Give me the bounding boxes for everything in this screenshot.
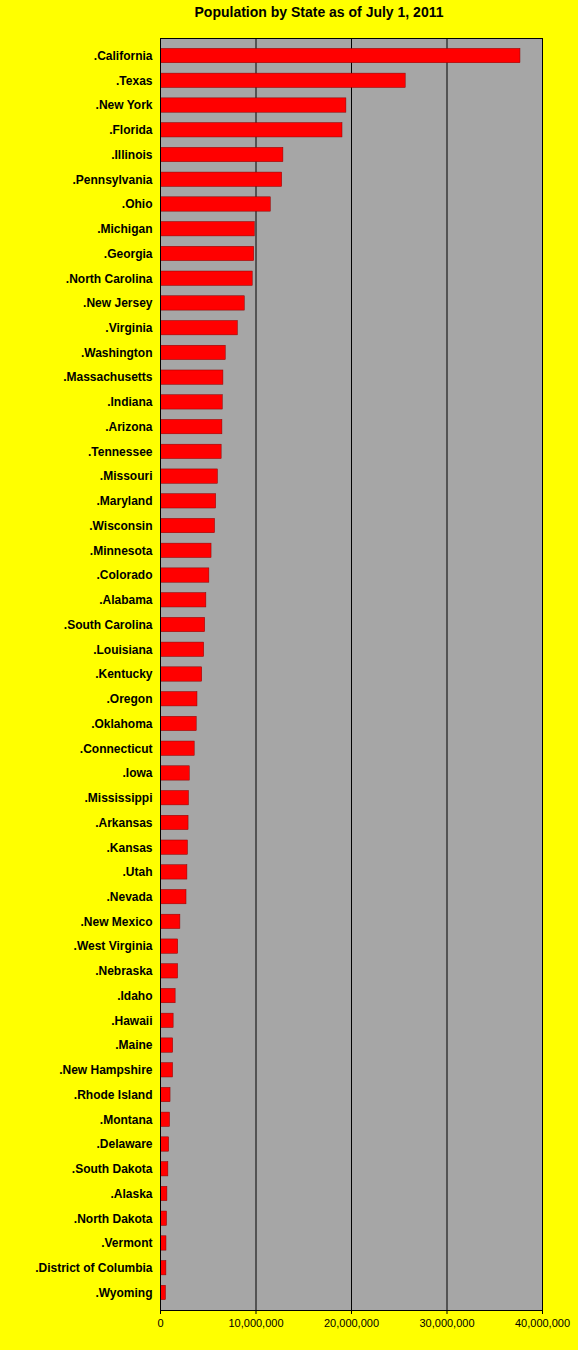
svg-text:.Massachusetts: .Massachusetts — [63, 370, 153, 384]
svg-text:.Missouri: .Missouri — [100, 469, 153, 483]
svg-text:.New Mexico: .New Mexico — [80, 915, 152, 929]
svg-text:.Louisiana: .Louisiana — [93, 643, 153, 657]
svg-text:.Texas: .Texas — [116, 74, 153, 88]
svg-text:.Vermont: .Vermont — [101, 1236, 152, 1250]
svg-text:.Florida: .Florida — [109, 123, 153, 137]
svg-text:.Rhode Island: .Rhode Island — [74, 1088, 153, 1102]
svg-text:.Delaware: .Delaware — [96, 1137, 152, 1151]
svg-text:.Illinois: .Illinois — [111, 148, 153, 162]
svg-text:.Kansas: .Kansas — [106, 841, 152, 855]
svg-text:.Pennsylvania: .Pennsylvania — [72, 173, 152, 187]
svg-text:.New York: .New York — [96, 98, 153, 112]
svg-text:.Maryland: .Maryland — [96, 494, 152, 508]
svg-text:.Nevada: .Nevada — [106, 890, 152, 904]
svg-text:30,000,000: 30,000,000 — [419, 1317, 474, 1329]
svg-text:.California: .California — [94, 49, 153, 63]
svg-text:.Arkansas: .Arkansas — [95, 816, 153, 830]
svg-text:.Montana: .Montana — [100, 1113, 153, 1127]
svg-text:.Colorado: .Colorado — [97, 568, 153, 582]
svg-text:.Alaska: .Alaska — [110, 1187, 152, 1201]
svg-text:.Oklahoma: .Oklahoma — [91, 717, 153, 731]
svg-text:.Virginia: .Virginia — [105, 321, 152, 335]
svg-text:.Ohio: .Ohio — [122, 197, 153, 211]
svg-text:.Arizona: .Arizona — [105, 420, 153, 434]
svg-text:.Tennessee: .Tennessee — [88, 445, 153, 459]
svg-text:.South Dakota: .South Dakota — [72, 1162, 153, 1176]
svg-text:.Kentucky: .Kentucky — [95, 667, 153, 681]
svg-text:.Mississippi: .Mississippi — [84, 791, 152, 805]
svg-text:.Oregon: .Oregon — [106, 692, 152, 706]
svg-text:.Connecticut: .Connecticut — [80, 742, 153, 756]
svg-text:10,000,000: 10,000,000 — [228, 1317, 283, 1329]
svg-text:.West Virginia: .West Virginia — [74, 939, 153, 953]
svg-text:.Michigan: .Michigan — [97, 222, 152, 236]
svg-text:.Wisconsin: .Wisconsin — [89, 519, 152, 533]
svg-text:.Indiana: .Indiana — [107, 395, 153, 409]
svg-text:.Idaho: .Idaho — [117, 989, 152, 1003]
svg-text:.Iowa: .Iowa — [122, 766, 152, 780]
svg-text:.Washington: .Washington — [81, 346, 153, 360]
svg-text:.District of Columbia: .District of Columbia — [35, 1261, 153, 1275]
svg-text:.Georgia: .Georgia — [104, 247, 153, 261]
html-text:Population by State as of July: Population by State as of July 1, 2011 — [194, 4, 444, 20]
svg-text:0: 0 — [157, 1317, 163, 1329]
svg-text:20,000,000: 20,000,000 — [324, 1317, 379, 1329]
svg-text:.Minnesota: .Minnesota — [90, 544, 153, 558]
svg-text:.Alabama: .Alabama — [99, 593, 153, 607]
svg-text:.North Carolina: .North Carolina — [66, 272, 153, 286]
svg-text:.Utah: .Utah — [123, 865, 153, 879]
svg-text:.Wyoming: .Wyoming — [95, 1286, 152, 1300]
svg-text:.Maine: .Maine — [115, 1038, 153, 1052]
svg-text:.South Carolina: .South Carolina — [64, 618, 153, 632]
svg-text:40,000,000: 40,000,000 — [515, 1317, 570, 1329]
svg-text:.New Hampshire: .New Hampshire — [59, 1063, 153, 1077]
svg-text:.Hawaii: .Hawaii — [111, 1014, 152, 1028]
svg-text:.North Dakota: .North Dakota — [74, 1212, 153, 1226]
svg-text:.New Jersey: .New Jersey — [83, 296, 153, 310]
svg-text:.Nebraska: .Nebraska — [95, 964, 153, 978]
